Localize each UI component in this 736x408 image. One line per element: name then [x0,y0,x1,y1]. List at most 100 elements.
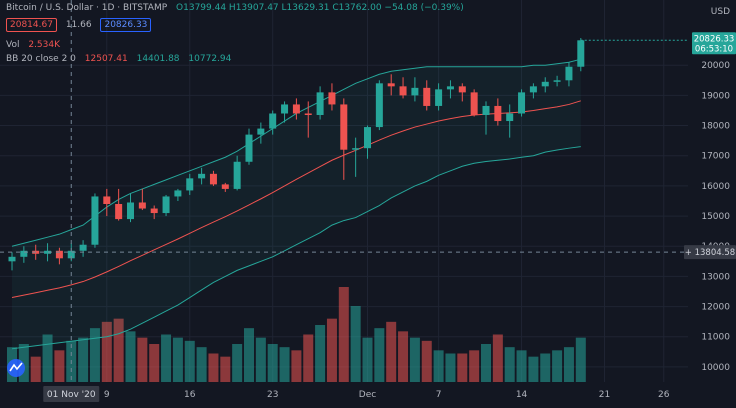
candle-body [411,87,419,96]
candle [411,77,419,102]
candle-body [221,184,229,189]
candle-body [245,134,253,162]
candle-body [257,128,265,135]
candle [55,247,63,265]
candle [103,188,111,217]
crosshair-date-value: 01 Nov '20 [47,390,96,400]
buy-price[interactable]: 20826.33 [100,18,152,32]
bid-ask-row: 20814.67 11.66 20826.33 [6,18,157,32]
ohlc-readout: O13799.44 H13907.47 L13629.31 C13762.00 … [176,3,464,13]
y-tick-label: 18000 [701,122,730,132]
candle [364,125,371,159]
y-tick-label: 19000 [701,91,730,101]
candle-body [565,66,573,81]
candle [375,80,383,131]
volume-legend: Vol 2.534K [6,40,66,50]
candle [233,155,241,191]
volume-bar [137,337,148,382]
volume-bar [563,347,574,382]
volume-bar [196,347,207,382]
candle-body [340,104,348,150]
candle-body [446,86,454,90]
volume-bar [42,334,53,382]
last-price-value: 20826.33 [694,34,735,44]
candle [316,86,324,120]
candle-body [198,173,206,179]
volume-bar [492,334,503,382]
x-tick-label: 16 [184,390,196,400]
candle-body [115,204,123,220]
candle-body [44,250,52,254]
candle [340,98,348,180]
candle-body [79,244,87,251]
volume-bar [255,337,266,382]
volume-bar [125,331,136,382]
candle-body [67,250,75,259]
candle-body [482,105,490,115]
candle-body [150,208,158,214]
candle [186,173,194,195]
bb-lower-line [11,146,581,350]
sell-price[interactable]: 20814.67 [6,18,57,32]
volume-bar [409,337,420,382]
volume-bar [481,344,491,382]
candle [91,193,99,248]
candle [281,101,289,123]
candle [541,77,549,93]
candle [115,188,123,221]
tradingview-logo-icon [7,359,25,377]
volume-bar [184,340,195,382]
volume-bar [575,337,586,382]
candle [8,252,16,271]
volume-bar [315,325,326,382]
volume-bar [504,347,515,382]
candle-body [55,250,63,259]
candle [174,188,182,201]
bb-band-fill [12,59,581,349]
countdown-value: 06:53:10 [695,44,733,54]
candle-body [186,178,194,191]
volume-bar [433,350,444,382]
candle-body [91,196,99,245]
candle [399,77,407,99]
candle [553,75,561,87]
volume-bar [303,334,314,382]
y-tick-label: 12000 [701,303,730,313]
volume-label: Vol [6,40,20,50]
volume-bar [445,353,456,382]
candle [269,110,277,135]
candle [352,137,360,177]
crosshair-price-value: + 13804.58 [685,248,735,258]
candle [482,101,490,135]
candle-body [281,104,289,114]
volume-bar [516,350,527,382]
volume-bar [279,347,290,382]
candle-body [399,86,407,96]
candle [20,246,28,263]
candle [209,170,217,186]
volume-bar [267,344,278,382]
bb-label: BB 20 close 2 0 [6,54,76,64]
bb-value-upper: 14401.88 [136,54,180,64]
x-tick-label: Dec [359,390,376,400]
candle-body [352,148,360,150]
candle-body [304,113,312,115]
x-tick-label: 23 [267,390,278,400]
candle-body [494,105,502,122]
volume-bar [362,337,373,382]
candle-body [553,80,561,82]
candle [292,98,300,120]
candle [529,83,537,99]
candle [494,98,502,126]
volume-bar [540,353,551,382]
candle [304,101,312,138]
candle-body [435,89,443,106]
bb-value-lower: 10772.94 [188,54,232,64]
volume-bar [54,350,65,382]
volume-bar [89,328,100,382]
volume-bar [232,344,243,382]
volume-bar [326,318,337,382]
x-tick-label: 7 [436,390,442,400]
